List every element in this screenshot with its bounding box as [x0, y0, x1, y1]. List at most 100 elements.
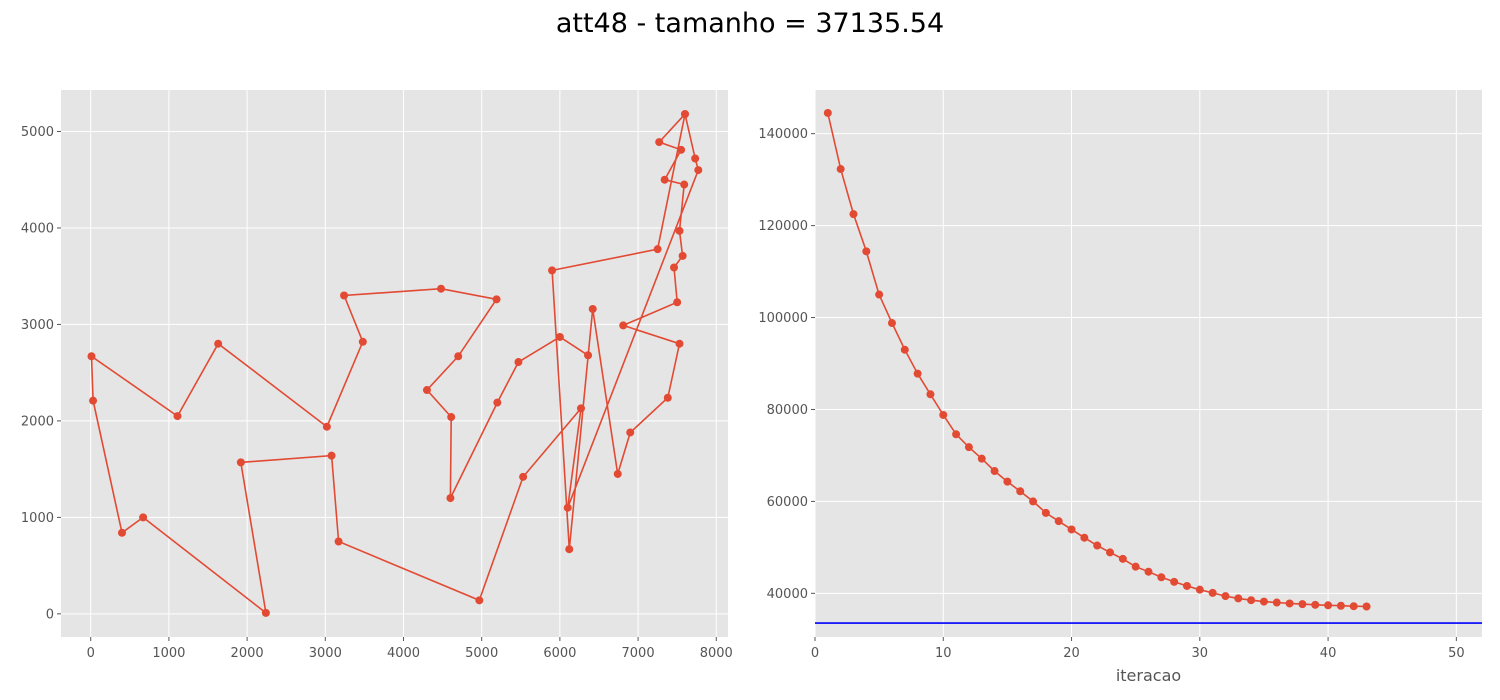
data-point [675, 226, 684, 235]
x-tick-label: 0 [87, 646, 95, 661]
data-point [584, 351, 593, 360]
data-point [1234, 594, 1243, 603]
data-point [678, 251, 687, 260]
data-point [823, 108, 832, 117]
data-point [680, 110, 689, 119]
x-tick-label: 0 [811, 646, 819, 661]
data-point [619, 321, 628, 330]
data-point [660, 175, 669, 184]
data-point [514, 358, 523, 367]
data-point [576, 404, 585, 413]
data-point [493, 398, 502, 407]
data-point [670, 263, 679, 272]
data-point [849, 210, 858, 219]
x-tick-label: 8000 [700, 646, 733, 661]
data-point [555, 332, 564, 341]
data-point [691, 154, 700, 163]
data-point [875, 290, 884, 299]
y-tick-label: 80000 [767, 403, 808, 418]
data-point [437, 284, 446, 293]
data-point [327, 451, 336, 460]
x-tick-label: 5000 [465, 646, 498, 661]
data-point [519, 472, 528, 481]
data-point [952, 430, 961, 439]
data-point [89, 396, 98, 405]
data-point [900, 345, 909, 354]
data-point [447, 413, 456, 422]
figure-title: att48 - tamanho = 37135.54 [555, 8, 945, 39]
data-point [836, 165, 845, 174]
data-point [1272, 598, 1281, 607]
data-point [1170, 577, 1179, 586]
data-point [1067, 525, 1076, 534]
data-point [334, 537, 343, 546]
data-point [492, 295, 501, 304]
data-point [1003, 477, 1012, 486]
data-point [475, 596, 484, 605]
data-point [653, 245, 662, 254]
data-point [563, 503, 572, 512]
data-point [1093, 541, 1102, 550]
x-tick-label: 10 [935, 646, 952, 661]
data-point [655, 138, 664, 147]
data-point [322, 422, 331, 431]
data-point [1285, 599, 1294, 608]
data-point [680, 180, 689, 189]
y-tick-label: 140000 [758, 127, 808, 142]
x-tick-label: 3000 [309, 646, 342, 661]
left-plot: 0 1000 2000 3000 4000 5000 6000 7000 8000 0 1000 20… [21, 90, 733, 661]
data-point [1131, 562, 1140, 571]
data-point [1144, 567, 1153, 576]
data-point [565, 545, 574, 554]
data-point [236, 458, 245, 467]
data-point [977, 454, 986, 463]
data-point [422, 386, 431, 395]
data-point [1298, 600, 1307, 609]
data-point [358, 337, 367, 346]
data-point [446, 494, 455, 503]
data-point [261, 608, 270, 617]
x-tick-label: 6000 [543, 646, 576, 661]
data-point [340, 291, 349, 300]
plot-area [815, 90, 1482, 637]
data-point [1247, 596, 1256, 605]
data-point [1195, 585, 1204, 594]
x-tick-label: 1000 [152, 646, 185, 661]
data-point [990, 467, 999, 476]
data-point [87, 352, 96, 361]
data-point [548, 266, 557, 275]
y-tick-label: 2000 [21, 414, 54, 429]
data-point [454, 352, 463, 361]
y-tick-label: 5000 [21, 125, 54, 140]
data-point [1336, 601, 1345, 610]
data-point [964, 443, 973, 452]
data-point [862, 247, 871, 256]
x-tick-label: 2000 [231, 646, 264, 661]
x-tick-label: 20 [1063, 646, 1080, 661]
data-point [694, 166, 703, 175]
series-line [90, 113, 700, 615]
data-point [887, 319, 896, 328]
x-tick-label: 4000 [387, 646, 420, 661]
data-point [673, 298, 682, 307]
data-point [677, 145, 686, 154]
y-tick-label: 60000 [767, 495, 808, 510]
data-point [1106, 548, 1115, 557]
data-point [588, 304, 597, 313]
data-point [913, 369, 922, 378]
data-point [1221, 592, 1230, 601]
x-axis-label: iteracao [1116, 666, 1181, 685]
x-tick-label: 7000 [622, 646, 655, 661]
x-tick-label: 40 [1320, 646, 1337, 661]
right-plot: 0 10 20 30 40 50 40000 60000 80000 100000 120000 14… [758, 90, 1482, 685]
data-point [926, 390, 935, 399]
data-point [117, 528, 126, 537]
plot-area [61, 90, 728, 637]
y-tick-label: 0 [46, 607, 54, 622]
x-tick-label: 50 [1448, 646, 1465, 661]
data-point [663, 393, 672, 402]
data-point [1080, 533, 1089, 542]
data-point [675, 339, 684, 348]
data-point [1041, 508, 1050, 517]
data-point [1054, 517, 1063, 526]
